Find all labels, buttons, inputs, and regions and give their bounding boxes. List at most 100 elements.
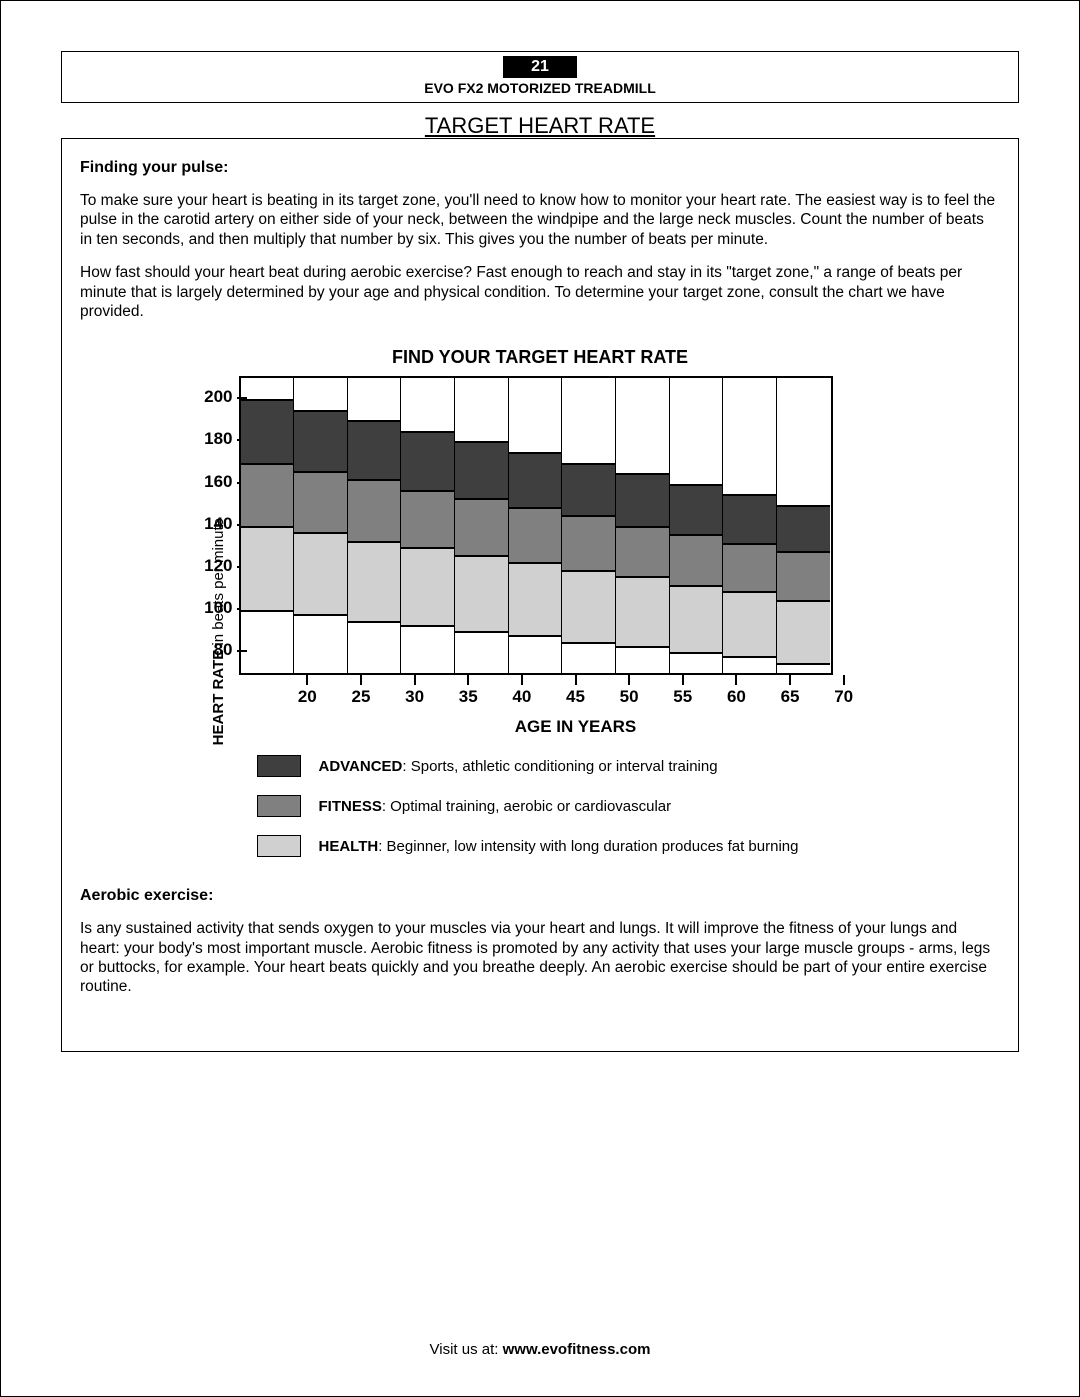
y-tick: 180 <box>191 429 233 449</box>
x-tick-label: 35 <box>459 687 478 707</box>
legend-row-fitness: FITNESS: Optimal training, aerobic or ca… <box>257 795 847 817</box>
fitness-segment <box>455 498 508 557</box>
y-tick: 160 <box>191 472 233 492</box>
advanced-segment <box>670 484 723 537</box>
x-tick-mark <box>467 675 469 685</box>
x-tick-mark <box>735 675 737 685</box>
chart-column <box>562 378 616 673</box>
chart-column <box>455 378 509 673</box>
x-tick-mark <box>360 675 362 685</box>
health-segment <box>455 555 508 633</box>
fitness-segment <box>401 490 454 549</box>
health-segment <box>562 570 615 644</box>
x-tick-label: 20 <box>298 687 317 707</box>
health-segment <box>294 532 347 616</box>
x-tick-label: 65 <box>781 687 800 707</box>
zone-bottom-border <box>401 625 454 627</box>
chart-column <box>241 378 295 673</box>
advanced-segment <box>348 420 401 481</box>
zone-bottom-border <box>562 642 615 644</box>
y-tick: 200 <box>191 387 233 407</box>
y-tick: 140 <box>191 514 233 534</box>
x-tick-label: 70 <box>834 687 853 707</box>
zone-bottom-border <box>241 610 294 612</box>
zone-bottom-border <box>348 621 401 623</box>
advanced-segment <box>455 441 508 500</box>
page-number-badge: 21 <box>503 56 577 78</box>
advanced-segment <box>509 452 562 509</box>
aerobic-heading-text: Aerobic exercise <box>80 887 208 904</box>
legend-row-health: HEALTH: Beginner, low intensity with lon… <box>257 835 847 857</box>
health-segment <box>509 562 562 638</box>
advanced-segment <box>723 494 776 544</box>
health-segment <box>241 526 294 612</box>
chart-column <box>294 378 348 673</box>
x-tick-label: 50 <box>620 687 639 707</box>
chart: HEART RATE in beats per minute 200 180 160… <box>80 376 1000 887</box>
y-axis-label-rest: in beats per minute <box>210 518 227 650</box>
finding-pulse-heading-text: Finding your pulse <box>80 159 223 176</box>
y-tick: 120 <box>191 556 233 576</box>
legend-label-health: HEALTH: Beginner, low intensity with lon… <box>319 838 799 855</box>
chart-column <box>723 378 777 673</box>
zone-bottom-border <box>455 631 508 633</box>
zone-bottom-border <box>723 656 776 658</box>
x-tick-mark <box>521 675 523 685</box>
x-tick-label: 25 <box>351 687 370 707</box>
footer: Visit us at: www.evofitness.com <box>1 1341 1079 1358</box>
finding-pulse-heading: Finding your pulse: <box>80 159 1000 177</box>
x-axis-label: AGE IN YEARS <box>281 717 871 737</box>
y-tick: 80 <box>191 640 233 660</box>
legend-swatch-advanced <box>257 755 301 777</box>
x-tick-mark <box>843 675 845 685</box>
chart-column <box>670 378 724 673</box>
product-name: EVO FX2 MOTORIZED TREADMILL <box>62 80 1018 96</box>
x-tick-label: 55 <box>673 687 692 707</box>
x-tick-label: 40 <box>512 687 531 707</box>
x-ticks: 2025303540455055606570 <box>281 675 871 705</box>
advanced-segment <box>777 505 831 553</box>
chart-column <box>616 378 670 673</box>
x-tick-mark <box>414 675 416 685</box>
x-tick-mark <box>575 675 577 685</box>
page: 21 EVO FX2 MOTORIZED TREADMILL TARGET HE… <box>0 0 1080 1397</box>
x-tick-label: 30 <box>405 687 424 707</box>
chart-column <box>777 378 831 673</box>
fitness-segment <box>562 515 615 572</box>
fitness-segment <box>348 479 401 542</box>
fitness-segment <box>241 463 294 528</box>
fitness-segment <box>670 534 723 587</box>
advanced-segment <box>562 463 615 518</box>
advanced-segment <box>241 399 294 464</box>
y-axis-label-bold: HEART RATE <box>210 650 227 746</box>
finding-pulse-p2: How fast should your heart beat during a… <box>80 263 1000 321</box>
legend-row-advanced: ADVANCED: Sports, athletic conditioning … <box>257 755 847 777</box>
fitness-segment <box>616 526 669 579</box>
advanced-segment <box>616 473 669 528</box>
zone-bottom-border <box>509 635 562 637</box>
fitness-segment <box>723 543 776 593</box>
health-segment <box>670 585 723 654</box>
chart-area: 20018016014012010080 2025303540455055606… <box>233 376 871 887</box>
aerobic-heading: Aerobic exercise: <box>80 887 1000 905</box>
health-segment <box>616 576 669 648</box>
legend: ADVANCED: Sports, athletic conditioning … <box>257 755 847 857</box>
legend-label-fitness: FITNESS: Optimal training, aerobic or ca… <box>319 798 672 815</box>
fitness-segment <box>294 471 347 534</box>
zone-bottom-border <box>670 652 723 654</box>
zone-bottom-border <box>294 614 347 616</box>
plot-area <box>239 376 833 675</box>
chart-column <box>348 378 402 673</box>
health-segment <box>348 541 401 623</box>
advanced-segment <box>294 410 347 473</box>
x-tick-mark <box>789 675 791 685</box>
fitness-segment <box>509 507 562 564</box>
finding-pulse-p1: To make sure your heart is beating in it… <box>80 191 1000 249</box>
health-segment <box>723 591 776 658</box>
legend-swatch-fitness <box>257 795 301 817</box>
x-tick-mark <box>682 675 684 685</box>
x-tick-label: 60 <box>727 687 746 707</box>
health-segment <box>777 600 831 665</box>
footer-link: www.evofitness.com <box>503 1341 651 1358</box>
zone-bottom-border <box>777 663 831 665</box>
